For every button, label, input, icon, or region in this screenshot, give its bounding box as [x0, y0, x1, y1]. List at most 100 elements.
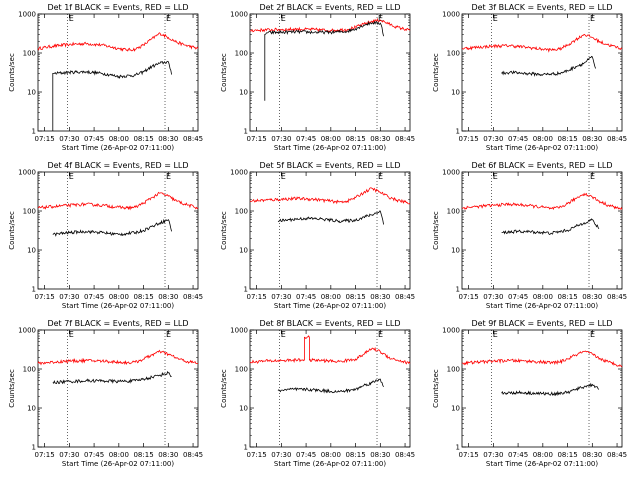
y-tick-label: 100 [23, 208, 36, 216]
x-axis-label: Start Time (26-Apr-02 07:11:00) [62, 302, 174, 310]
x-tick-label: 07:15 [35, 451, 55, 459]
x-tick-label: 08:30 [582, 451, 602, 459]
x-tick-label: 08:00 [109, 451, 129, 459]
x-tick-label: 07:30 [271, 135, 291, 143]
x-tick-label: 08:30 [158, 135, 178, 143]
plot-frame [461, 13, 623, 132]
x-tick-label: 08:00 [109, 293, 129, 301]
x-tick-label: 08:15 [557, 293, 577, 301]
y-axis-label: Counts/sec [220, 369, 228, 408]
y-tick-label: 1 [244, 444, 248, 452]
x-tick-label: 07:45 [296, 135, 316, 143]
x-tick-label: 07:30 [59, 135, 79, 143]
y-tick-label: 10 [451, 247, 460, 255]
x-tick-label: 08:15 [345, 293, 365, 301]
detector-panel-7: Det 7f BLACK = Events, RED = LLD E E 1 10 100… [8, 319, 203, 468]
y-tick-label: 1 [244, 286, 248, 294]
y-tick-label: 1000 [230, 327, 248, 335]
detector-panel-4: Det 4f BLACK = Events, RED = LLD E E 1 10 100… [8, 161, 203, 310]
marker-label: E [590, 172, 595, 181]
plot-frame [249, 329, 411, 448]
series-lld-line [37, 32, 199, 52]
y-tick-label: 1 [456, 128, 460, 136]
x-tick-label: 08:00 [321, 293, 341, 301]
x-tick-label: 07:15 [247, 135, 267, 143]
series-events-line [264, 20, 384, 101]
x-tick-label: 07:45 [84, 451, 104, 459]
marker-label: E [590, 330, 595, 339]
y-tick-label: 1 [456, 444, 460, 452]
x-tick-label: 08:45 [395, 293, 415, 301]
series-lld-line [462, 33, 623, 53]
marker-label: E [281, 172, 286, 181]
marker-label: E [166, 14, 171, 23]
y-axis-label: Counts/sec [220, 211, 228, 250]
y-tick-label: 10 [27, 247, 36, 255]
x-tick-label: 07:15 [459, 293, 479, 301]
marker-label: E [493, 14, 498, 23]
x-tick-label: 08:30 [370, 135, 390, 143]
y-tick-label: 10 [451, 405, 460, 413]
x-tick-label: 08:30 [158, 451, 178, 459]
x-tick-label: 07:15 [247, 293, 267, 301]
x-tick-label: 08:15 [133, 135, 153, 143]
x-tick-label: 08:45 [183, 293, 203, 301]
x-tick-label: 07:45 [84, 293, 104, 301]
x-tick-label: 07:30 [59, 293, 79, 301]
panel-title: Det 3f BLACK = Events, RED = LLD [471, 3, 612, 12]
x-tick-label: 07:30 [271, 451, 291, 459]
marker-label: E [69, 172, 74, 181]
detector-panel-2: Det 2f BLACK = Events, RED = LLD E E 1 10 100… [220, 3, 415, 152]
x-axis-label: Start Time (26-Apr-02 07:11:00) [486, 302, 598, 310]
y-tick-label: 1 [32, 286, 36, 294]
plot-frame [249, 171, 411, 290]
y-axis-label: Counts/sec [220, 53, 228, 92]
panel-title: Det 8f BLACK = Events, RED = LLD [259, 319, 400, 328]
plot-frame [37, 329, 199, 448]
x-tick-label: 07:45 [296, 293, 316, 301]
y-tick-label: 1000 [442, 327, 460, 335]
marker-label: E [166, 172, 171, 181]
series-events-line [277, 210, 384, 225]
x-axis-label: Start Time (26-Apr-02 07:11:00) [62, 144, 174, 152]
y-tick-label: 10 [27, 405, 36, 413]
y-tick-label: 10 [27, 89, 36, 97]
marker-label: E [69, 14, 74, 23]
panel-title: Det 1f BLACK = Events, RED = LLD [47, 3, 188, 12]
x-tick-label: 08:00 [533, 135, 553, 143]
series-lld-line [37, 349, 199, 366]
series-lld-line [461, 350, 623, 368]
marker-label: E [281, 330, 286, 339]
y-tick-label: 100 [447, 50, 460, 58]
x-tick-label: 08:00 [321, 135, 341, 143]
x-tick-label: 07:45 [508, 293, 528, 301]
y-tick-label: 1000 [230, 11, 248, 19]
x-tick-label: 08:30 [158, 293, 178, 301]
x-tick-label: 08:00 [533, 451, 553, 459]
series-events-line [277, 378, 384, 394]
x-tick-label: 08:15 [133, 293, 153, 301]
x-tick-label: 07:30 [59, 451, 79, 459]
marker-label: E [378, 330, 383, 339]
plot-frame [37, 171, 199, 290]
marker-label: E [493, 330, 498, 339]
marker-label: E [166, 330, 171, 339]
x-axis-label: Start Time (26-Apr-02 07:11:00) [486, 460, 598, 468]
series-events-line [501, 382, 600, 397]
y-axis-label: Counts/sec [8, 53, 16, 92]
series-lld-line [249, 335, 411, 365]
detector-panel-1: Det 1f BLACK = Events, RED = LLD E E 1 10 100… [8, 3, 203, 152]
panel-title: Det 7f BLACK = Events, RED = LLD [47, 319, 188, 328]
x-tick-label: 07:15 [459, 451, 479, 459]
y-tick-label: 100 [23, 50, 36, 58]
x-tick-label: 07:15 [247, 451, 267, 459]
x-tick-label: 07:15 [35, 135, 55, 143]
panel-title: Det 5f BLACK = Events, RED = LLD [259, 161, 400, 170]
x-tick-label: 07:15 [459, 135, 479, 143]
marker-label: E [590, 14, 595, 23]
marker-label: E [378, 14, 383, 23]
series-events-line [501, 218, 600, 236]
x-tick-label: 08:45 [607, 293, 627, 301]
series-lld-line [249, 17, 411, 33]
